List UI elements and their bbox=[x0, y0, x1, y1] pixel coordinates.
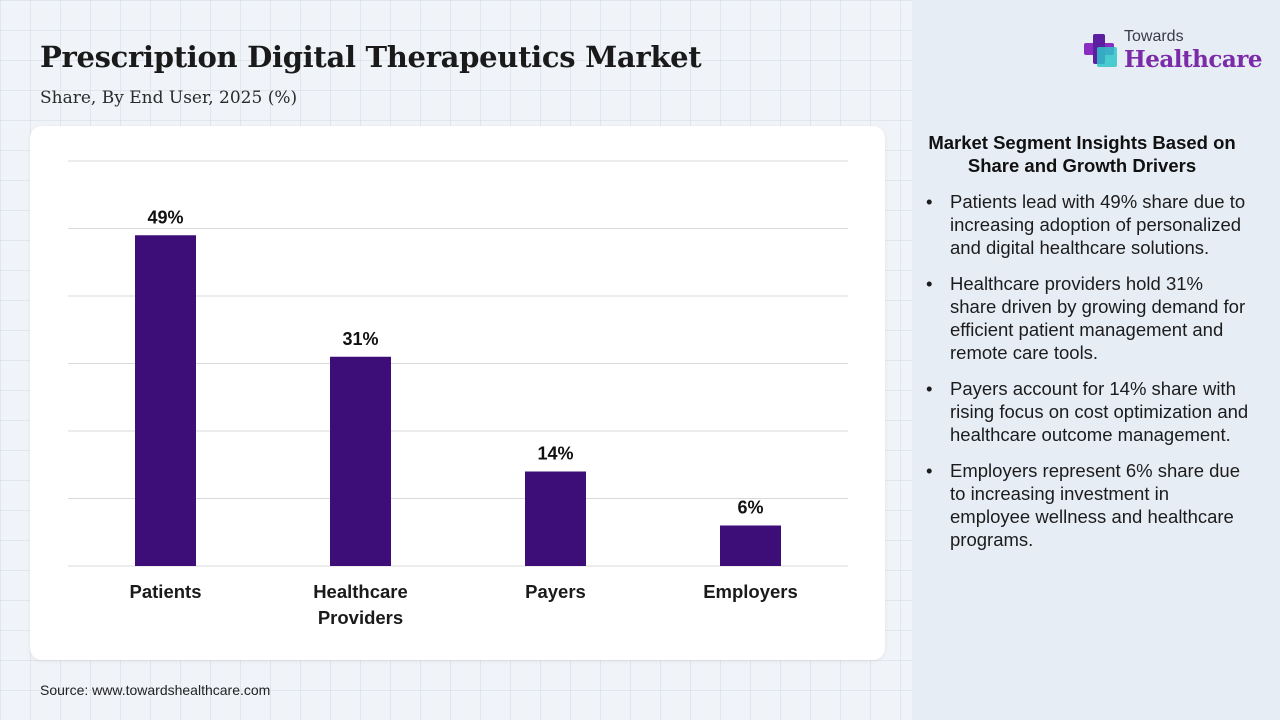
chart-title: Prescription Digital Therapeutics Market bbox=[40, 40, 702, 74]
bullet-icon: • bbox=[926, 273, 933, 294]
medical-cross-icon bbox=[1084, 34, 1117, 67]
insight-text: Healthcare providers hold 31% share driv… bbox=[950, 273, 1246, 363]
bullet-icon: • bbox=[926, 460, 933, 481]
category-label: Patients bbox=[130, 581, 202, 602]
insight-item: • Healthcare providers hold 31% share dri… bbox=[922, 272, 1252, 364]
insight-text: Patients lead with 49% share due to incr… bbox=[950, 191, 1246, 258]
insight-text: Employers represent 6% share due to incr… bbox=[950, 460, 1240, 550]
insight-item: • Payers account for 14% share with risin… bbox=[922, 377, 1252, 446]
insight-item: • Patients lead with 49% share due to inc… bbox=[922, 190, 1252, 259]
source-note: Source: www.towardshealthcare.com bbox=[40, 682, 271, 698]
insights-panel bbox=[912, 0, 1280, 720]
insight-item: • Employers represent 6% share due to inc… bbox=[922, 459, 1252, 551]
bar bbox=[135, 235, 196, 566]
insight-text: Payers account for 14% share with rising… bbox=[950, 378, 1249, 445]
data-label: 14% bbox=[537, 444, 573, 464]
bar-chart: 49% Patients 31% Healthcare Providers 14% Paye… bbox=[68, 160, 848, 628]
bar bbox=[330, 356, 391, 566]
bullet-icon: • bbox=[926, 378, 933, 399]
chart-card: 49% Patients 31% Healthcare Providers 14% Paye… bbox=[30, 126, 885, 660]
category-label: Payers bbox=[525, 581, 586, 602]
insights-list: • Patients lead with 49% share due to inc… bbox=[922, 190, 1252, 564]
category-label: Providers bbox=[318, 607, 403, 628]
logo-main-text: Healthcare bbox=[1124, 46, 1263, 73]
bar bbox=[525, 471, 586, 566]
bullet-icon: • bbox=[926, 191, 933, 212]
logo-top-text: Towards bbox=[1124, 28, 1184, 45]
brand-logo: Towards Healthcare bbox=[1080, 28, 1263, 78]
category-label: Employers bbox=[703, 581, 798, 602]
data-label: 31% bbox=[342, 329, 378, 349]
chart-subtitle: Share, By End User, 2025 (%) bbox=[40, 88, 298, 108]
bar bbox=[720, 525, 781, 566]
data-label: 49% bbox=[147, 207, 183, 227]
category-label: Healthcare bbox=[313, 581, 408, 602]
insights-heading: Market Segment Insights Based on Share a… bbox=[928, 132, 1236, 176]
data-label: 6% bbox=[737, 498, 763, 518]
